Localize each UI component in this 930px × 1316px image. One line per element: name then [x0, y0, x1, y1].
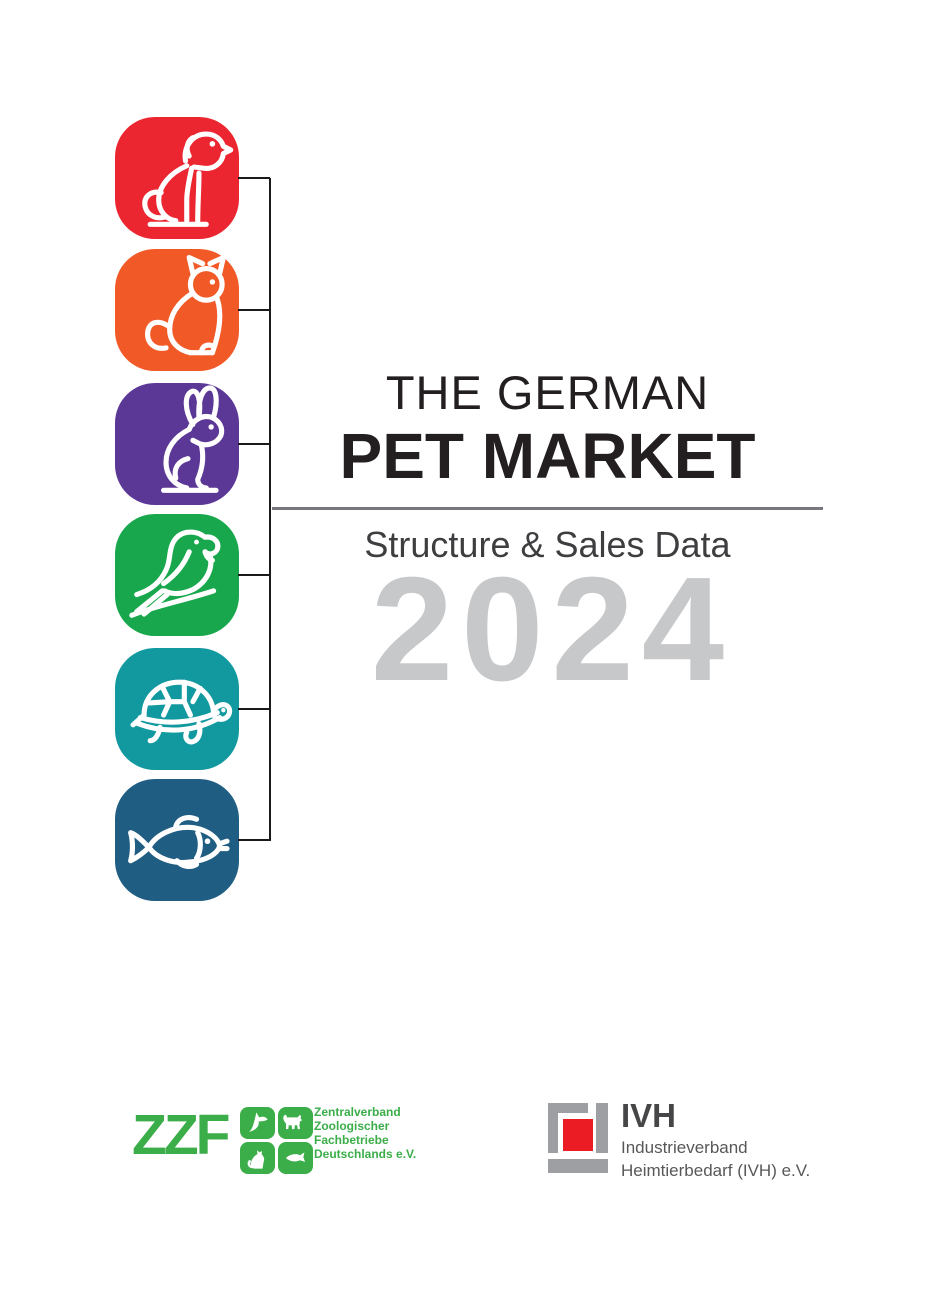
connector-stub-fish — [238, 839, 270, 841]
year: 2024 — [370, 547, 733, 712]
zzf-org-line-1: Zentralverband — [314, 1105, 401, 1119]
pet-tile-rabbit — [115, 383, 239, 505]
ivh-logo-mark — [548, 1103, 608, 1173]
ivh-org-line-1: Industrieverband — [621, 1138, 748, 1157]
title-divider-line — [272, 507, 823, 510]
zzf-cat-icon — [247, 1150, 265, 1169]
dog-icon — [142, 131, 234, 227]
pet-tile-turtle — [115, 648, 239, 770]
ivh-org-name: Industrieverband Heimtierbedarf (IVH) e.… — [621, 1136, 810, 1182]
fish-icon — [128, 815, 230, 870]
ivh-mark-right-bar — [596, 1103, 608, 1153]
pet-tile-fish — [115, 779, 239, 901]
pet-tile-parrot — [115, 514, 239, 636]
zzf-org-name: Zentralverband Zoologischer Fachbetriebe… — [314, 1105, 416, 1161]
zzf-fish-tile — [278, 1142, 313, 1174]
parrot-icon — [129, 529, 221, 618]
zzf-org-line-4: Deutschlands e.V. — [314, 1147, 417, 1161]
ivh-logo-acronym: IVH — [621, 1097, 677, 1134]
zzf-dog-tile — [278, 1107, 313, 1139]
subtitle: Structure & Sales Data — [364, 524, 731, 565]
pet-tile-dog — [115, 117, 239, 239]
connector-vertical-line — [269, 178, 271, 841]
title-line-1: THE GERMAN — [385, 366, 710, 419]
connector-stub-dog — [238, 177, 270, 179]
zzf-org-line-2: Zoologischer — [314, 1119, 390, 1133]
ivh-org-line-2: Heimtierbedarf (IVH) e.V. — [621, 1161, 811, 1180]
cat-icon — [145, 254, 226, 356]
zzf-bird-tile — [240, 1107, 275, 1139]
connector-stub-parrot — [238, 574, 270, 576]
zzf-logo-emblem — [240, 1107, 313, 1174]
pet-tile-cat — [115, 249, 239, 371]
ivh-mark-red-square — [563, 1119, 593, 1151]
rabbit-icon — [161, 385, 225, 493]
zzf-fish-icon — [285, 1152, 306, 1162]
zzf-bird-icon — [249, 1112, 268, 1132]
zzf-dog-icon — [283, 1114, 303, 1130]
ivh-mark-left-bar — [548, 1103, 558, 1153]
turtle-icon — [130, 679, 233, 745]
zzf-logo-acronym: ZZF — [132, 1103, 230, 1167]
title-line-2: PET MARKET — [339, 420, 756, 492]
connector-stub-cat — [238, 309, 270, 311]
ivh-mark-top-bar — [548, 1103, 588, 1113]
ivh-mark-bottom-bar — [548, 1159, 608, 1173]
connector-stub-turtle — [238, 708, 270, 710]
connector-stub-rabbit — [238, 443, 270, 445]
zzf-org-line-3: Fachbetriebe — [314, 1133, 389, 1147]
zzf-cat-tile — [240, 1142, 275, 1174]
